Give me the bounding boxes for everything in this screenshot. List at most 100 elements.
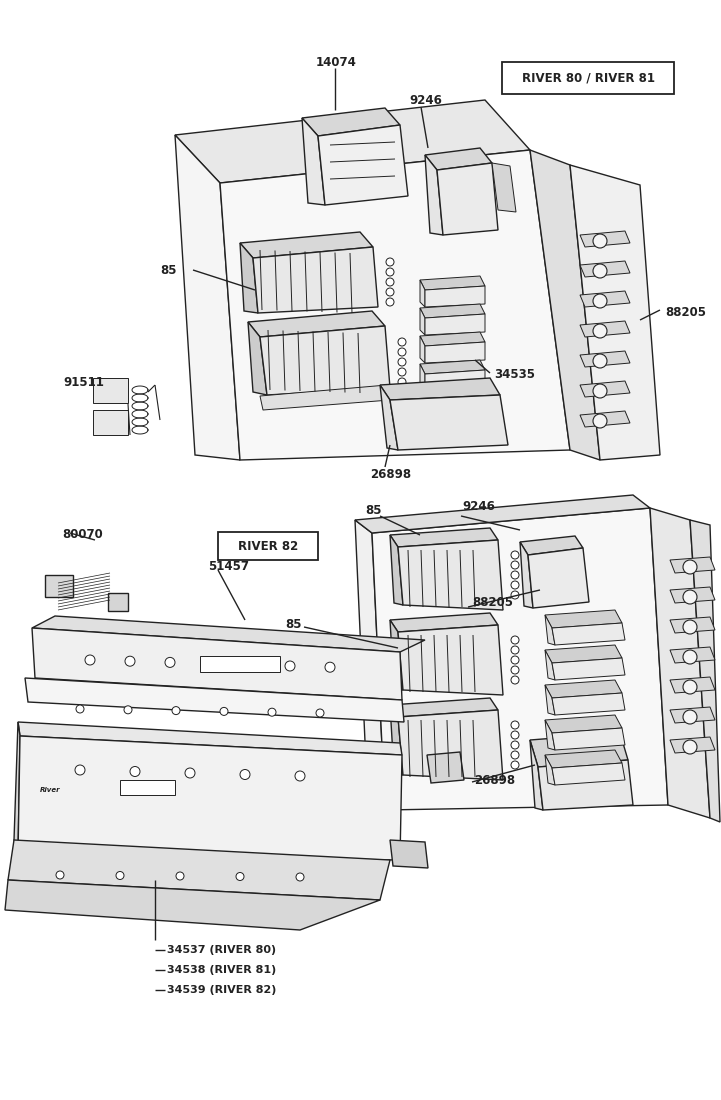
Polygon shape: [302, 108, 400, 136]
Text: 26898: 26898: [474, 773, 515, 786]
Polygon shape: [260, 385, 390, 410]
Circle shape: [386, 258, 394, 266]
Text: 34535: 34535: [494, 368, 535, 382]
Circle shape: [236, 872, 244, 880]
Polygon shape: [552, 623, 625, 645]
Circle shape: [511, 751, 519, 759]
Polygon shape: [420, 392, 425, 419]
Circle shape: [593, 384, 607, 398]
Circle shape: [398, 378, 406, 386]
Polygon shape: [5, 880, 380, 929]
Polygon shape: [552, 693, 625, 715]
Circle shape: [125, 657, 135, 667]
Polygon shape: [425, 398, 485, 419]
Polygon shape: [670, 737, 715, 754]
Polygon shape: [545, 680, 622, 698]
Polygon shape: [425, 370, 485, 390]
Polygon shape: [240, 243, 258, 314]
Circle shape: [245, 660, 255, 670]
Circle shape: [325, 662, 335, 672]
Circle shape: [511, 561, 519, 569]
Polygon shape: [18, 736, 402, 860]
Polygon shape: [545, 755, 555, 785]
Circle shape: [683, 620, 697, 634]
Polygon shape: [690, 520, 720, 822]
Circle shape: [75, 764, 85, 776]
Circle shape: [386, 288, 394, 296]
Polygon shape: [390, 698, 498, 717]
Circle shape: [683, 740, 697, 754]
Circle shape: [511, 571, 519, 579]
Polygon shape: [32, 628, 402, 700]
Circle shape: [511, 761, 519, 769]
Polygon shape: [45, 575, 73, 597]
Polygon shape: [437, 163, 498, 235]
Polygon shape: [420, 336, 425, 363]
Text: 34539 (RIVER 82): 34539 (RIVER 82): [167, 984, 276, 996]
Text: 80070: 80070: [62, 528, 103, 541]
Circle shape: [398, 338, 406, 346]
Polygon shape: [175, 135, 240, 460]
Text: 85: 85: [285, 618, 301, 631]
Text: 9246: 9246: [409, 94, 442, 107]
Polygon shape: [545, 685, 555, 715]
Polygon shape: [8, 840, 390, 900]
Polygon shape: [18, 722, 402, 755]
Polygon shape: [570, 165, 660, 460]
Polygon shape: [420, 360, 485, 374]
Polygon shape: [380, 378, 500, 400]
Text: 88205: 88205: [472, 596, 513, 609]
Polygon shape: [108, 593, 128, 611]
Circle shape: [130, 767, 140, 777]
Circle shape: [176, 872, 184, 880]
Polygon shape: [355, 520, 385, 810]
Circle shape: [285, 661, 295, 671]
Polygon shape: [425, 314, 485, 336]
Polygon shape: [580, 321, 630, 337]
Circle shape: [511, 666, 519, 674]
Polygon shape: [175, 100, 530, 183]
Polygon shape: [552, 763, 625, 785]
Polygon shape: [420, 304, 485, 318]
Polygon shape: [427, 752, 464, 783]
Polygon shape: [425, 342, 485, 363]
Text: 34538 (RIVER 81): 34538 (RIVER 81): [167, 965, 276, 975]
Polygon shape: [420, 280, 425, 307]
Circle shape: [398, 368, 406, 376]
Polygon shape: [425, 155, 443, 235]
Polygon shape: [380, 385, 398, 450]
Circle shape: [683, 650, 697, 664]
Circle shape: [165, 658, 175, 668]
Circle shape: [398, 348, 406, 356]
Polygon shape: [260, 326, 390, 395]
Polygon shape: [302, 118, 325, 205]
Polygon shape: [670, 647, 715, 663]
Polygon shape: [545, 750, 622, 768]
Polygon shape: [520, 542, 533, 608]
Circle shape: [683, 710, 697, 724]
Polygon shape: [420, 388, 485, 401]
Polygon shape: [545, 715, 622, 733]
Polygon shape: [253, 248, 378, 314]
Polygon shape: [420, 364, 425, 390]
Circle shape: [511, 636, 519, 644]
Polygon shape: [390, 535, 403, 605]
Polygon shape: [240, 232, 373, 258]
Polygon shape: [580, 231, 630, 248]
Circle shape: [76, 705, 84, 713]
Circle shape: [683, 680, 697, 694]
Circle shape: [220, 707, 228, 715]
Text: RIVER 80 / RIVER 81: RIVER 80 / RIVER 81: [521, 72, 655, 85]
Polygon shape: [398, 540, 503, 611]
Circle shape: [116, 871, 124, 880]
Text: RIVER 82: RIVER 82: [238, 539, 298, 552]
Text: 34537 (RIVER 80): 34537 (RIVER 80): [167, 945, 276, 955]
Circle shape: [593, 354, 607, 368]
Circle shape: [511, 676, 519, 684]
Text: River: River: [40, 786, 61, 793]
Circle shape: [593, 264, 607, 278]
Polygon shape: [25, 678, 404, 722]
Polygon shape: [502, 62, 674, 94]
Polygon shape: [528, 548, 589, 608]
Polygon shape: [93, 410, 128, 435]
